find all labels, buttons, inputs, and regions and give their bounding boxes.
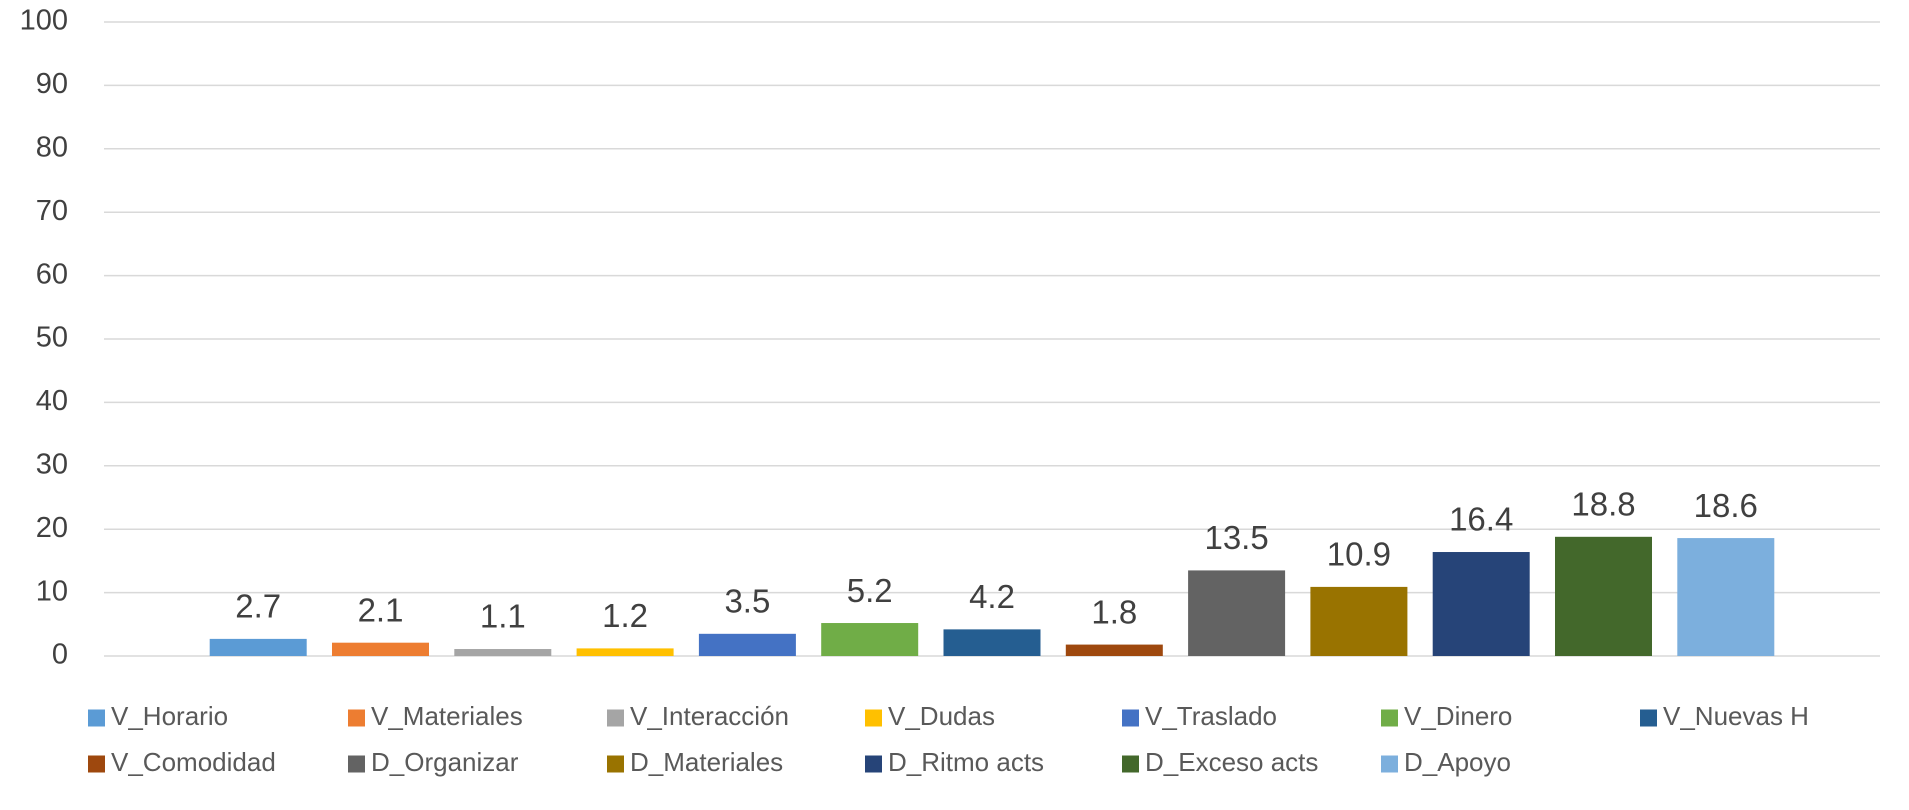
legend-label: V_Interacción <box>630 701 789 731</box>
data-label: 18.8 <box>1571 486 1635 523</box>
legend-label: V_Traslado <box>1145 701 1277 731</box>
y-tick-label: 10 <box>36 575 68 607</box>
legend-swatch <box>607 709 624 727</box>
legend-label: D_Exceso acts <box>1145 747 1318 777</box>
legend-label: D_Organizar <box>371 747 519 777</box>
data-label: 18.6 <box>1694 487 1758 524</box>
bar <box>576 648 674 656</box>
data-label: 1.2 <box>602 597 648 634</box>
y-tick-label: 80 <box>36 131 68 163</box>
legend-swatch <box>348 709 365 727</box>
y-tick-label: 40 <box>36 385 68 417</box>
bar <box>943 629 1041 656</box>
legend-swatch <box>88 709 105 727</box>
data-label: 1.8 <box>1091 593 1137 630</box>
data-label: 2.7 <box>235 588 281 625</box>
legend-swatch <box>348 755 365 773</box>
legend-swatch <box>607 755 624 773</box>
legend-swatch <box>1381 709 1398 727</box>
legend-label: D_Ritmo acts <box>888 747 1044 777</box>
y-tick-label: 0 <box>52 639 68 671</box>
data-label: 3.5 <box>724 583 770 620</box>
data-label: 16.4 <box>1449 501 1513 538</box>
data-label: 2.1 <box>358 591 404 628</box>
legend-swatch <box>1640 709 1657 727</box>
y-tick-label: 50 <box>36 322 68 354</box>
legend-swatch <box>1122 755 1139 773</box>
legend-swatch <box>1381 755 1398 773</box>
bar <box>1065 644 1163 656</box>
legend-label: V_Dudas <box>888 701 995 731</box>
bar <box>1677 538 1775 656</box>
data-label: 13.5 <box>1204 519 1268 556</box>
legend-label: V_Dinero <box>1404 701 1512 731</box>
data-label: 4.2 <box>969 578 1015 615</box>
bar <box>332 642 429 656</box>
legend-swatch <box>88 755 105 773</box>
y-tick-label: 30 <box>36 448 68 480</box>
data-label: 1.1 <box>480 598 526 635</box>
bar <box>698 633 796 656</box>
y-tick-label: 20 <box>36 512 68 544</box>
y-tick-label: 100 <box>20 5 68 37</box>
bar <box>1555 536 1652 656</box>
bar <box>1432 552 1530 656</box>
legend-label: V_Horario <box>111 701 228 731</box>
legend-label: D_Materiales <box>630 747 783 777</box>
bar <box>821 623 919 656</box>
legend-swatch <box>865 755 882 773</box>
y-tick-label: 90 <box>36 68 68 100</box>
data-label: 5.2 <box>847 572 893 609</box>
bar <box>454 649 552 656</box>
y-tick-label: 60 <box>36 258 68 290</box>
data-label: 10.9 <box>1327 536 1391 573</box>
legend-swatch <box>865 709 882 727</box>
legend-label: V_Nuevas H <box>1663 701 1809 731</box>
legend-swatch <box>1122 709 1139 727</box>
bar <box>1188 570 1286 656</box>
legend-label: V_Materiales <box>371 701 523 731</box>
bar <box>1310 586 1408 656</box>
legend-label: D_Apoyo <box>1404 747 1511 777</box>
legend-label: V_Comodidad <box>111 747 276 777</box>
y-tick-label: 70 <box>36 195 68 227</box>
bar <box>209 638 307 656</box>
